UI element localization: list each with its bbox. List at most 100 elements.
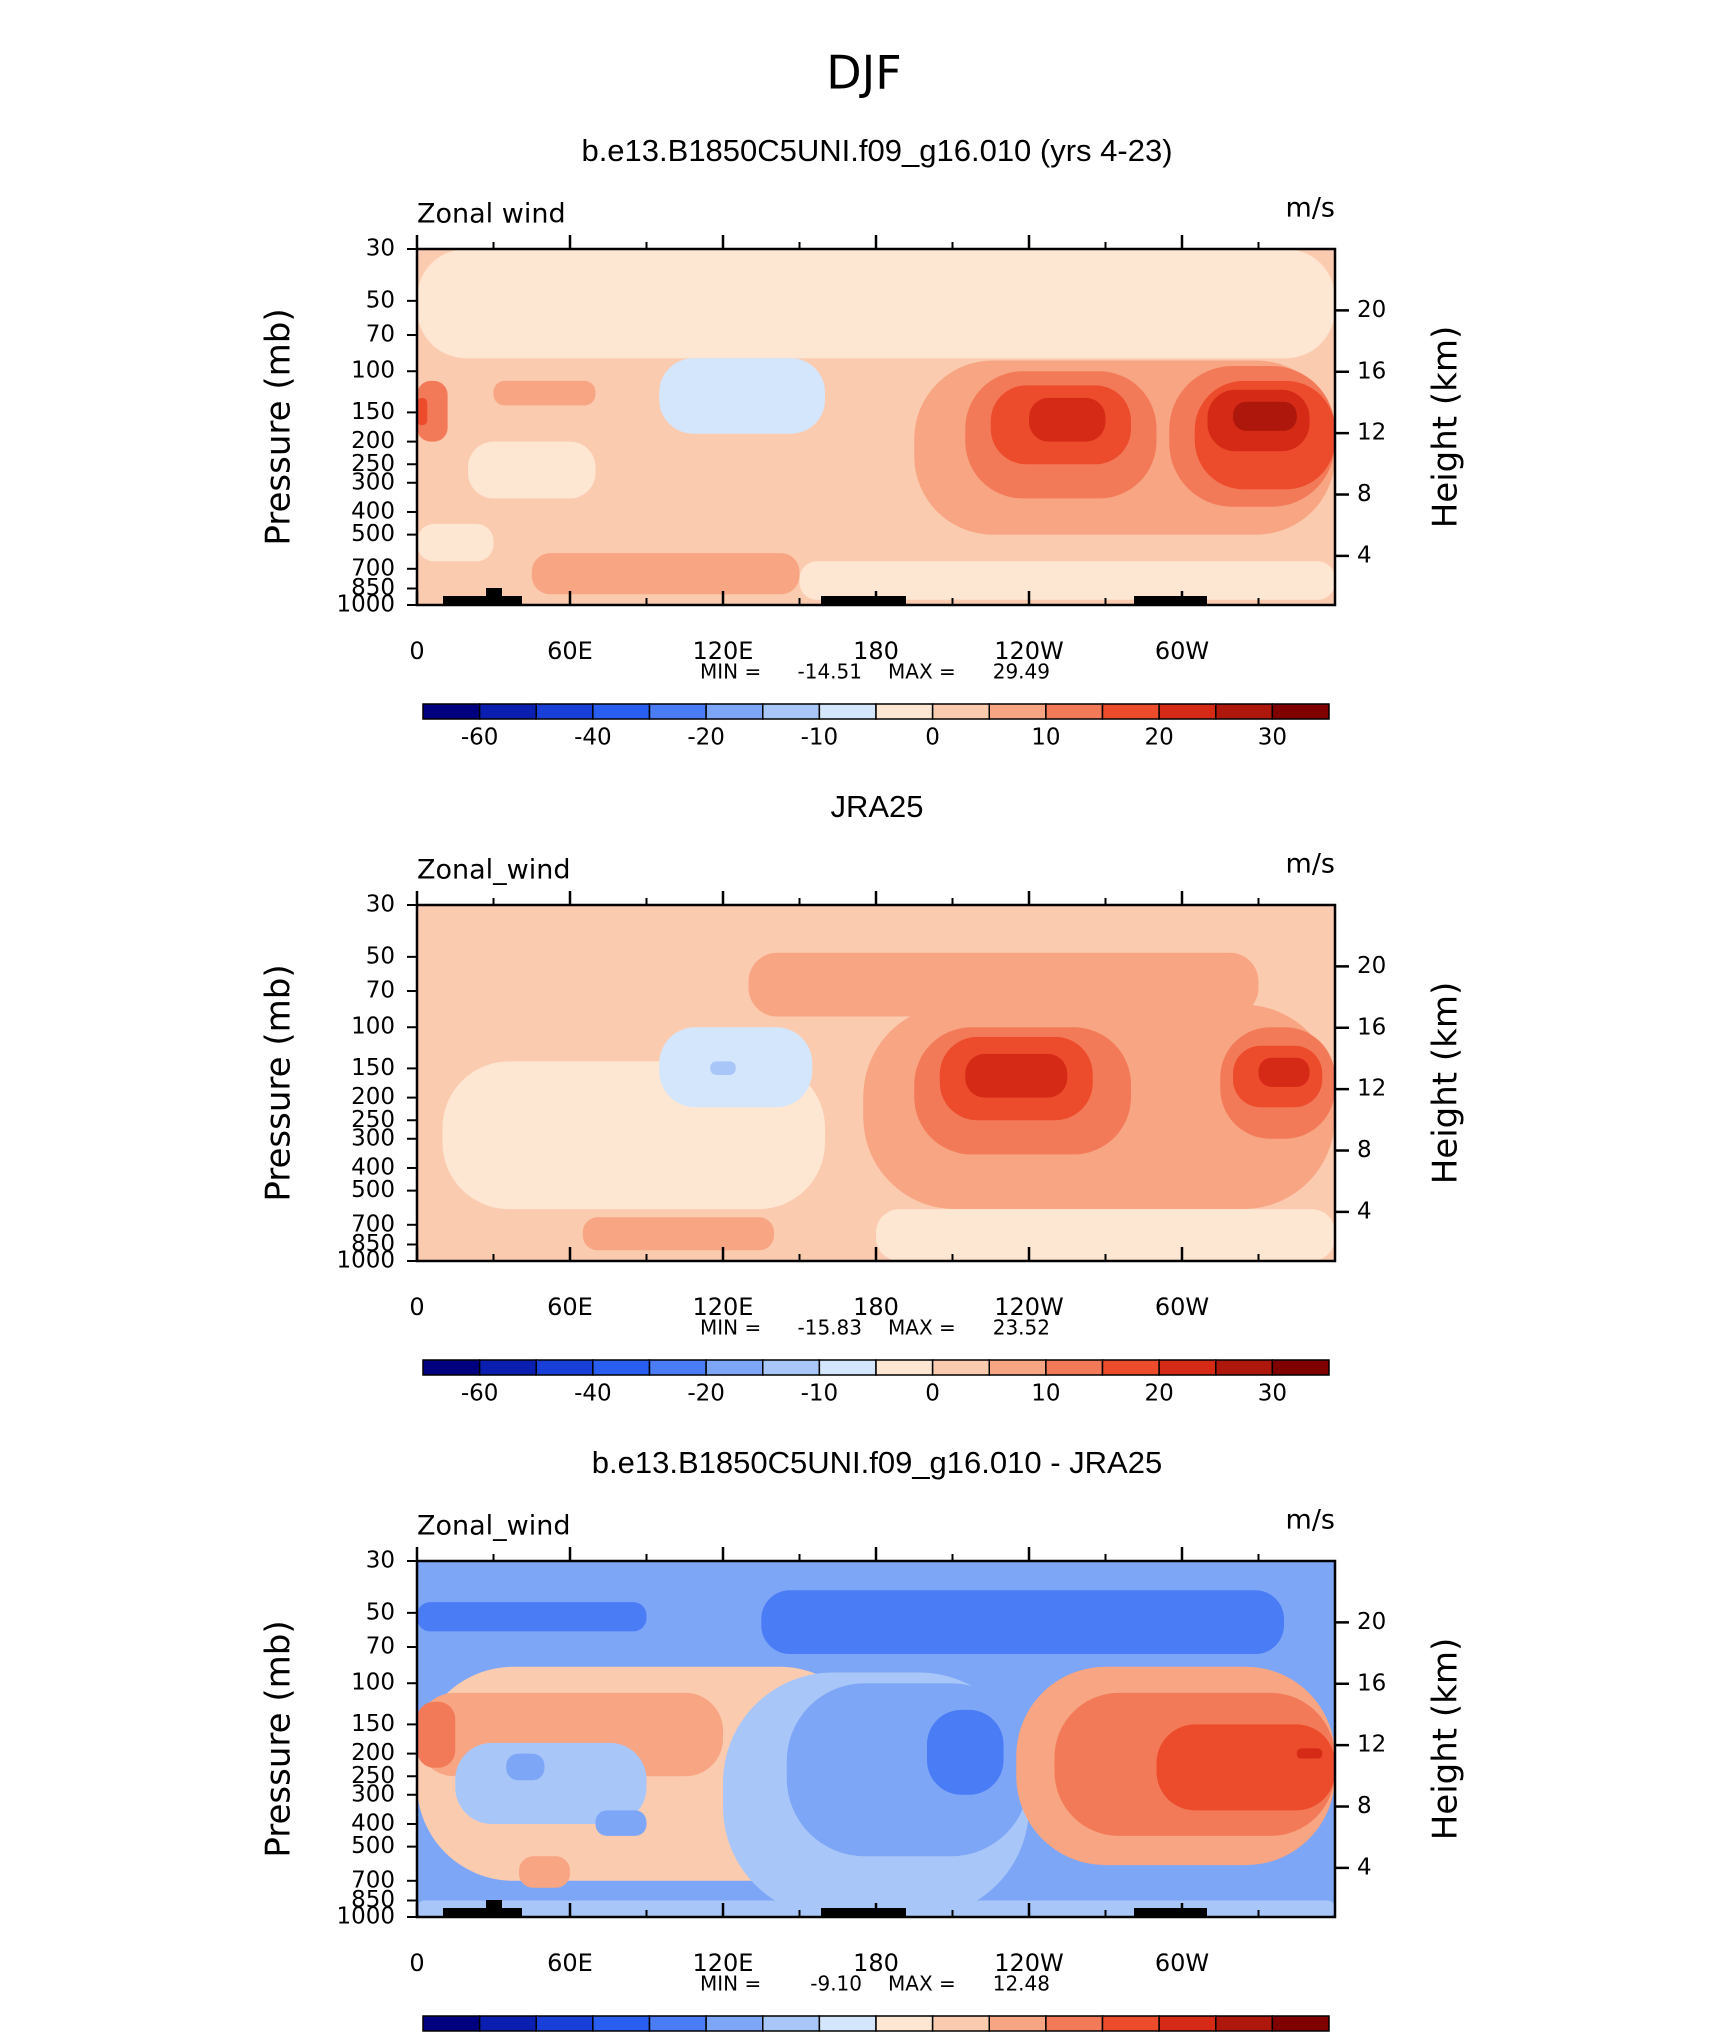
contour-region <box>506 1753 545 1781</box>
x-tick-label: 60W <box>1155 1293 1209 1321</box>
colorbar-box <box>875 2015 934 2032</box>
colorbar-box <box>1215 2015 1274 2032</box>
colorbar-box <box>1158 703 1217 720</box>
min-value: -15.83 <box>798 1316 862 1340</box>
x-tick-label: 60E <box>547 1293 593 1321</box>
x-tick-label: 0 <box>409 637 424 665</box>
colorbar-label: -1 <box>808 2037 831 2038</box>
colorbar-box <box>1271 1359 1330 1376</box>
colorbar-label: -60 <box>461 1381 499 1407</box>
left-string: Zonal_wind <box>417 855 571 886</box>
colorbar-box <box>1045 1359 1104 1376</box>
colorbar-label: 12 <box>1144 2037 1173 2038</box>
x-tick-label: 60E <box>547 637 593 665</box>
y-tick-label: 400 <box>351 498 395 524</box>
colorbar-box <box>1158 2015 1217 2032</box>
colorbar-box <box>478 2015 537 2032</box>
y-tick-label: 700 <box>351 1867 395 1893</box>
colorbar-box <box>478 703 537 720</box>
x-tick-label: 120E <box>693 1949 754 1977</box>
contour-field <box>417 905 1335 1261</box>
x-tick-label: 0 <box>409 1293 424 1321</box>
y-tick-label: 850 <box>351 575 395 601</box>
colorbar-label: -60 <box>461 725 499 751</box>
y-tick-label: 30 <box>366 1548 395 1574</box>
colorbar-box <box>422 2015 481 2032</box>
colorbar-box <box>1045 703 1104 720</box>
colorbar-label: 30 <box>1258 725 1287 751</box>
colorbar-box <box>1045 2015 1104 2032</box>
colorbar-label: 1 <box>925 2037 940 2038</box>
colorbar-box <box>705 1359 764 1376</box>
y2-tick-label: 4 <box>1357 1198 1372 1224</box>
colorbar-label: 3 <box>982 2037 997 2038</box>
y-tick-label: 250 <box>351 1107 395 1133</box>
y-tick-label: 500 <box>351 1177 395 1203</box>
contour-region <box>417 249 1335 359</box>
topography-bar <box>821 596 906 604</box>
colorbar-box <box>648 1359 707 1376</box>
y2-tick-label: 8 <box>1357 1793 1372 1819</box>
y2-tick-label: 20 <box>1357 953 1386 979</box>
y2-tick-label: 16 <box>1357 358 1386 384</box>
colorbar-box <box>648 2015 707 2032</box>
contour-region <box>519 1856 570 1888</box>
colorbar-box <box>1101 2015 1160 2032</box>
colorbar-label: -6 <box>695 2037 718 2038</box>
max-value: 29.49 <box>993 660 1050 684</box>
right-string: m/s <box>1286 849 1335 880</box>
y-tick-label: 150 <box>351 1055 395 1081</box>
contour-region <box>876 1209 1335 1261</box>
colorbar-label: -18 <box>461 2037 499 2038</box>
y-axis-label: Pressure (mb) <box>259 964 299 1201</box>
colorbar-box <box>592 703 651 720</box>
colorbar-label: -10 <box>801 725 839 751</box>
contour-region <box>1296 1748 1323 1759</box>
topography-bar <box>443 596 522 604</box>
y-tick-label: 100 <box>351 358 395 384</box>
contour-region <box>659 358 825 434</box>
colorbar-label: -40 <box>574 1381 612 1407</box>
topography-bar <box>821 1908 906 1916</box>
colorbar-label: 30 <box>1258 1381 1287 1407</box>
colorbar-label: 20 <box>1144 1381 1173 1407</box>
y-tick-label: 400 <box>351 1810 395 1836</box>
y-tick-label: 150 <box>351 1711 395 1737</box>
colorbar-box <box>535 1359 594 1376</box>
x-tick-label: 120E <box>693 1293 754 1321</box>
panel-title: JRA25 <box>830 789 923 824</box>
y-tick-label: 70 <box>366 322 395 348</box>
y-tick-label: 400 <box>351 1154 395 1180</box>
contour-region <box>1156 1724 1335 1811</box>
colorbar-box <box>592 1359 651 1376</box>
x-tick-label: 120E <box>693 637 754 665</box>
y2-tick-label: 12 <box>1357 1076 1386 1102</box>
colorbar-box <box>988 703 1047 720</box>
topography-bar <box>1134 596 1207 604</box>
contour-region <box>531 553 800 595</box>
contour-region <box>799 561 1335 600</box>
y-tick-label: 50 <box>366 287 395 313</box>
y-tick-label: 1000 <box>336 592 395 618</box>
colorbar-box <box>648 703 707 720</box>
colorbar-box <box>1101 1359 1160 1376</box>
contour-region <box>493 380 596 406</box>
x-tick-label: 60W <box>1155 1949 1209 1977</box>
y-axis-label: Pressure (mb) <box>259 308 299 545</box>
contour-region <box>468 441 596 499</box>
y-tick-label: 500 <box>351 521 395 547</box>
x-tick-label: 120W <box>994 637 1064 665</box>
colorbar-box <box>422 1359 481 1376</box>
colorbar-label: 10 <box>1031 725 1060 751</box>
topography-bar <box>486 1900 502 1910</box>
contour-field <box>417 1561 1335 1917</box>
y-tick-label: 300 <box>351 1781 395 1807</box>
y2-tick-label: 12 <box>1357 420 1386 446</box>
colorbar-label: 15 <box>1201 2037 1230 2038</box>
y-tick-label: 50 <box>366 943 395 969</box>
colorbar-label: -15 <box>517 2037 555 2038</box>
colorbar-box <box>1215 1359 1274 1376</box>
max-label: MAX = <box>888 660 956 684</box>
contour-region <box>417 1701 456 1768</box>
topography-bar <box>486 588 502 598</box>
